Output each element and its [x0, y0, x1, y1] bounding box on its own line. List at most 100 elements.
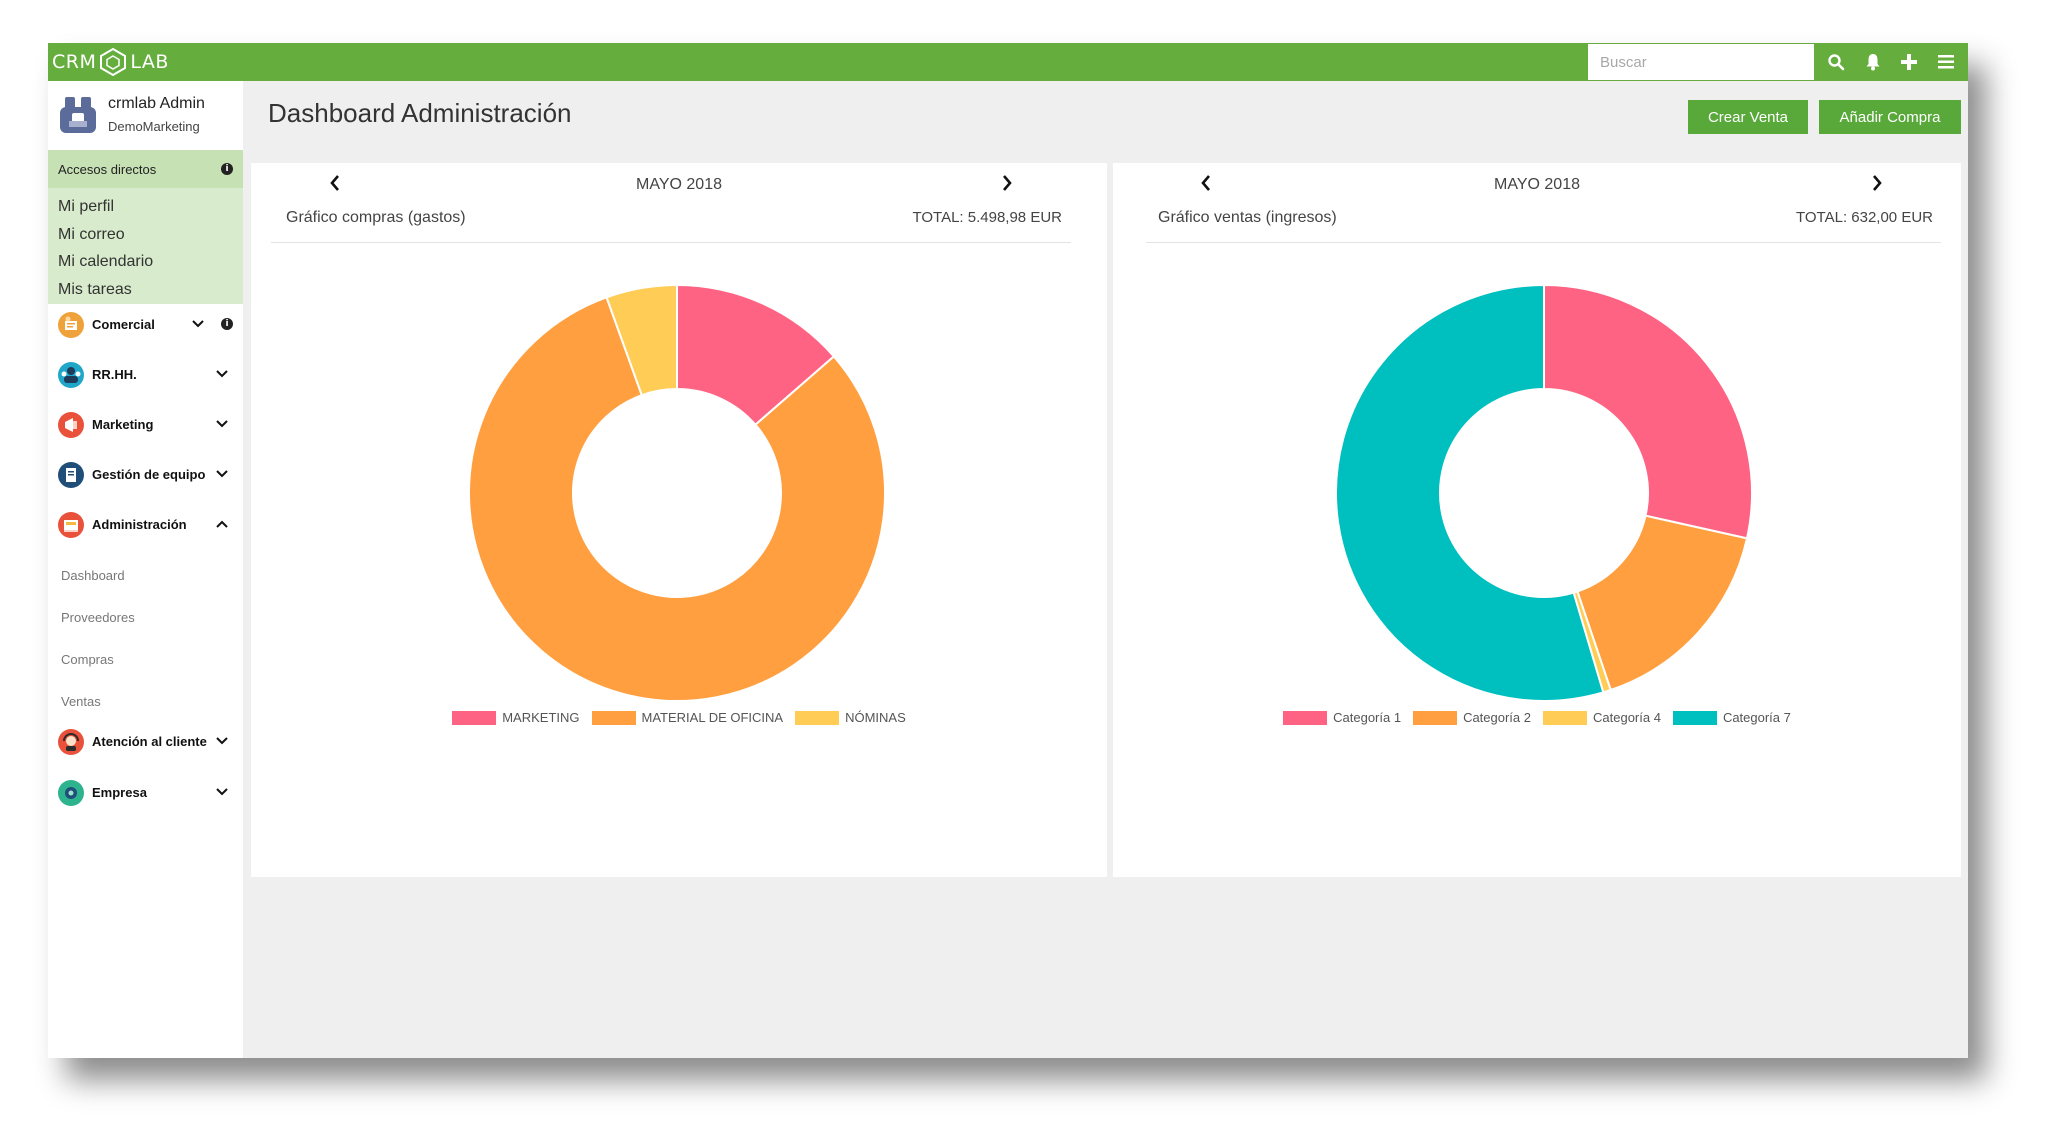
- quick-access-panel: Accesos directos i Mi perfil Mi correo M…: [48, 150, 243, 304]
- submenu-item-ventas[interactable]: Ventas: [61, 694, 101, 709]
- menu-label: Empresa: [92, 785, 147, 800]
- chevron-down-icon[interactable]: [215, 736, 229, 746]
- menu-label: Marketing: [92, 417, 154, 432]
- legend-label: Categoría 7: [1722, 710, 1791, 725]
- donut-slice-categoría-2[interactable]: [1576, 514, 1749, 692]
- legend-label: Categoría 2: [1463, 710, 1531, 725]
- menu-label: Administración: [92, 517, 187, 532]
- search-button[interactable]: [1821, 47, 1851, 77]
- toolbar-icons: [1814, 43, 1968, 81]
- menu-item-administracion[interactable]: Administración: [48, 508, 243, 542]
- legend-label: MARKETING: [502, 710, 580, 725]
- sales-chart-panel: MAYO 2018 Gráfico ventas (ingresos) TOTA…: [1113, 163, 1961, 877]
- legend-item[interactable]: MARKETING: [452, 710, 580, 725]
- legend-item[interactable]: Categoría 2: [1413, 710, 1531, 725]
- donut-slice-categoría-1[interactable]: [1543, 283, 1753, 540]
- support-icon: [58, 729, 84, 755]
- main-menu-button[interactable]: [1931, 47, 1961, 77]
- company-icon: [58, 780, 84, 806]
- top-bar: CRM LAB: [48, 43, 1968, 81]
- chevron-down-icon[interactable]: [215, 369, 229, 379]
- menu-icon: [1937, 55, 1954, 69]
- chart-legend: MARKETING MATERIAL DE OFICINA NÓMINAS: [251, 710, 1107, 725]
- sidebar: crmlab Admin DemoMarketing Accesos direc…: [48, 81, 243, 1058]
- legend-item[interactable]: Categoría 7: [1672, 710, 1791, 725]
- plus-icon: [1901, 54, 1918, 70]
- submenu-item-compras[interactable]: Compras: [61, 652, 114, 667]
- add-purchase-button[interactable]: Añadir Compra: [1819, 100, 1961, 134]
- logo-text-right: LAB: [130, 51, 169, 73]
- quick-access-title: Accesos directos: [58, 162, 157, 177]
- quick-link-mail[interactable]: Mi correo: [58, 226, 125, 243]
- legend-swatch: [1543, 710, 1587, 725]
- hexagon-logo-icon: [100, 47, 127, 77]
- user-card[interactable]: crmlab Admin DemoMarketing: [48, 81, 243, 149]
- chart-legend: Categoría 1 Categoría 2 Categoría 4 Categor…: [1113, 710, 1961, 725]
- legend-label: MATERIAL DE OFICINA: [641, 710, 784, 725]
- quick-link-calendar[interactable]: Mi calendario: [58, 253, 154, 270]
- divider: [1146, 242, 1941, 243]
- menu-label: Atención al cliente: [92, 734, 207, 749]
- info-icon[interactable]: i: [221, 163, 233, 175]
- user-organization: DemoMarketing: [108, 119, 200, 134]
- chevron-left-icon[interactable]: [1194, 171, 1218, 195]
- megaphone-icon: [58, 412, 84, 438]
- submenu-item-proveedores[interactable]: Proveedores: [61, 610, 135, 625]
- menu-item-rrhh[interactable]: RR.HH.: [48, 358, 243, 392]
- quick-link-profile[interactable]: Mi perfil: [58, 198, 115, 215]
- notifications-button[interactable]: [1858, 47, 1888, 77]
- donut-slice-nóminas[interactable]: [605, 283, 678, 397]
- legend-item[interactable]: NÓMINAS: [795, 710, 906, 725]
- add-button[interactable]: [1894, 47, 1924, 77]
- month-label: MAYO 2018: [636, 176, 722, 193]
- create-sale-button[interactable]: Crear Venta: [1688, 100, 1808, 134]
- app-window: CRM LAB: [48, 43, 1968, 1058]
- menu-item-gestion-equipo[interactable]: Gestión de equipo: [48, 458, 243, 492]
- menu-item-comercial[interactable]: Comercial i: [48, 308, 243, 342]
- logo-text-left: CRM: [52, 51, 97, 73]
- legend-swatch: [591, 710, 636, 725]
- legend-swatch: [1672, 710, 1717, 725]
- logo[interactable]: CRM LAB: [52, 47, 169, 77]
- info-icon[interactable]: i: [221, 318, 233, 330]
- purchases-chart-panel: MAYO 2018 Gráfico compras (gastos) TOTAL…: [251, 163, 1107, 877]
- register-icon: [58, 512, 84, 538]
- chevron-down-icon[interactable]: [215, 469, 229, 479]
- chart-title: Gráfico compras (gastos): [286, 209, 466, 226]
- menu-label: Gestión de equipo: [92, 467, 206, 482]
- chevron-up-icon[interactable]: [215, 519, 229, 529]
- menu-item-atencion-cliente[interactable]: Atención al cliente: [48, 725, 243, 759]
- legend-swatch: [795, 710, 840, 725]
- chevron-down-icon[interactable]: [215, 419, 229, 429]
- quick-link-tasks[interactable]: Mis tareas: [58, 281, 132, 298]
- legend-item[interactable]: Categoría 4: [1543, 710, 1661, 725]
- legend-swatch: [1413, 710, 1458, 725]
- chevron-down-icon[interactable]: [191, 319, 205, 329]
- chevron-left-icon[interactable]: [323, 171, 347, 195]
- chevron-right-icon[interactable]: [995, 171, 1019, 195]
- chart-total: TOTAL: 5.498,98 EUR: [912, 209, 1062, 226]
- submenu-item-dashboard[interactable]: Dashboard: [61, 568, 125, 583]
- month-label: MAYO 2018: [1494, 176, 1580, 193]
- menu-item-empresa[interactable]: Empresa: [48, 776, 243, 810]
- user-name: crmlab Admin: [108, 95, 205, 112]
- donut-slice-categoría-7[interactable]: [1335, 283, 1605, 702]
- quick-access-header: Accesos directos i: [48, 150, 243, 188]
- bell-icon: [1866, 54, 1880, 71]
- divider: [271, 242, 1071, 243]
- menu-label: RR.HH.: [92, 367, 137, 382]
- donut-slice-material-de-oficina[interactable]: [468, 296, 886, 702]
- legend-label: Categoría 1: [1333, 710, 1402, 725]
- chart-total: TOTAL: 632,00 EUR: [1795, 209, 1933, 226]
- chevron-right-icon[interactable]: [1865, 171, 1889, 195]
- menu-item-marketing[interactable]: Marketing: [48, 408, 243, 442]
- avatar: [60, 97, 96, 133]
- search-input[interactable]: [1588, 44, 1814, 80]
- legend-item[interactable]: Categoría 1: [1283, 710, 1401, 725]
- chevron-down-icon[interactable]: [215, 787, 229, 797]
- page-title: Dashboard Administración: [268, 98, 572, 128]
- purchases-donut-chart: [468, 283, 886, 702]
- legend-label: NÓMINAS: [845, 710, 906, 725]
- legend-item[interactable]: MATERIAL DE OFICINA: [591, 710, 784, 725]
- chart-title: Gráfico ventas (ingresos): [1158, 209, 1337, 226]
